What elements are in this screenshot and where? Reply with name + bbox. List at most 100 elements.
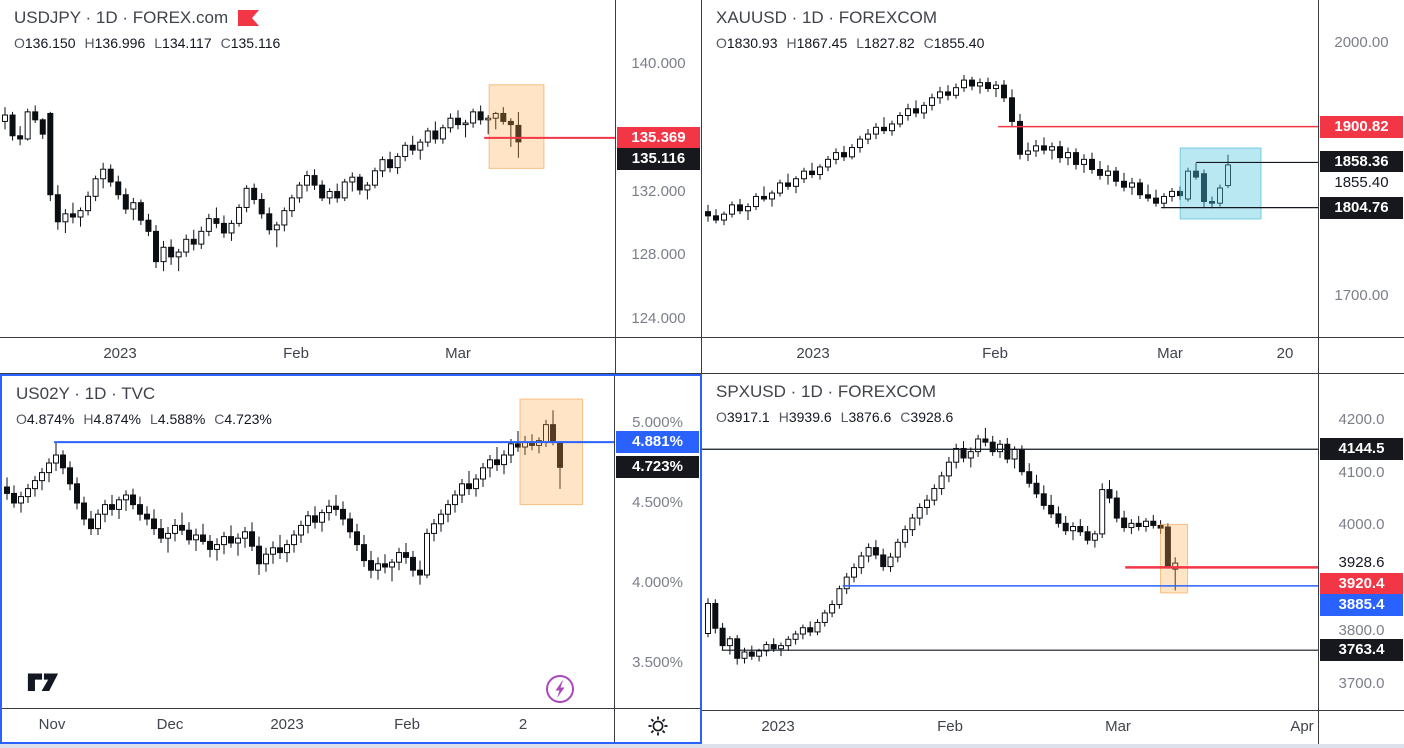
price-label-us02y[interactable]: 4.881%	[616, 431, 699, 454]
ohlc-key: C	[923, 35, 934, 51]
ohlc-value: 135.116	[230, 35, 281, 51]
chart-panel-spxusd[interactable]: 4200.0 4100.0 4000.0 3800.0 3700.0 4144.5 3928…	[702, 374, 1404, 744]
chart-panel-usdjpy[interactable]: 140.000 132.000 128.000 124.000 135.369 135.1…	[0, 0, 702, 374]
time-label: 2023	[761, 718, 795, 735]
price-tick: 3700.0	[1338, 674, 1385, 692]
price-label-xauusd[interactable]: 1900.82	[1320, 115, 1403, 138]
ohlc-key: C	[900, 409, 911, 425]
ohlc-key: H	[84, 35, 95, 51]
lightning-icon[interactable]	[545, 674, 575, 704]
price-tick: 4000.0	[1338, 516, 1385, 534]
candlestick-chart-spxusd[interactable]	[702, 374, 1319, 710]
time-label: Feb	[982, 345, 1008, 362]
ohlc-key: H	[786, 35, 797, 51]
price-label-spxusd[interactable]: 3885.4	[1320, 594, 1403, 617]
time-label: Apr	[1290, 718, 1314, 735]
price-label-usdjpy[interactable]: 135.116	[617, 147, 700, 170]
candlestick-chart-us02y[interactable]	[2, 376, 615, 708]
ohlc-value: 3939.6	[788, 409, 832, 425]
ohlc-value: 4.588%	[157, 411, 206, 427]
price-label-spxusd[interactable]: 3763.4	[1320, 639, 1403, 662]
chart-panel-xauusd[interactable]: 2000.00 1700.00 1900.82 1858.36 1855.40 1804.…	[702, 0, 1404, 374]
ohlc-key: H	[83, 411, 94, 427]
time-label: Nov	[38, 716, 66, 733]
ohlc-value: 3876.6	[848, 409, 892, 425]
ohlc-key: L	[856, 35, 865, 51]
axis-corner	[1318, 338, 1404, 373]
flag-icon[interactable]	[238, 10, 260, 26]
price-tick: 2000.00	[1334, 33, 1389, 51]
price-tick: 132.000	[631, 182, 686, 200]
ohlc-key: O	[16, 411, 27, 427]
ohlc-value: 4.723%	[224, 411, 272, 427]
time-label: Mar	[445, 345, 471, 362]
price-label-spxusd[interactable]: 4144.5	[1320, 438, 1403, 461]
price-tick: 4.500%	[632, 494, 683, 511]
chart-panel-us02y-selected[interactable]: 5.000% 4.500% 4.000% 3.500% 4.881% 4.723% Nov…	[0, 374, 702, 744]
price-tick: 124.000	[631, 309, 686, 327]
ohlc-value: 136.996	[94, 35, 146, 51]
symbol-title[interactable]: XAUUSD · 1D · FOREXCOM	[716, 8, 938, 27]
price-axis-usdjpy[interactable]: 140.000 132.000 128.000 124.000 135.369 135.1…	[615, 0, 701, 337]
ohlc-value: 3928.6	[910, 409, 954, 425]
price-tick: 5.000%	[632, 414, 683, 432]
time-axis-us02y[interactable]: Nov Dec 2023 Feb 2	[2, 708, 700, 742]
price-tick: 140.000	[631, 55, 686, 73]
ohlc-key: L	[149, 411, 158, 427]
price-label-xauusd[interactable]: 1804.76	[1320, 196, 1403, 219]
price-tick: 3.500%	[632, 653, 683, 671]
price-label-spxusd: 3928.6	[1320, 552, 1403, 575]
chart-header: USDJPY · 1D · FOREX.com O136.150 H136.996…	[14, 8, 289, 51]
time-axis-spxusd[interactable]: 2023 Feb Mar Apr	[702, 710, 1404, 744]
price-tick: 128.000	[631, 246, 686, 264]
price-label-xauusd[interactable]: 1858.36	[1320, 151, 1403, 174]
symbol-title[interactable]: US02Y · 1D · TVC	[16, 384, 156, 403]
ohlc-value: 4.874%	[93, 411, 141, 427]
price-tick: 4200.0	[1338, 411, 1385, 429]
price-axis-us02y[interactable]: 5.000% 4.500% 4.000% 3.500% 4.881% 4.723%	[614, 376, 700, 708]
axis-corner	[1318, 711, 1404, 744]
tradingview-logo[interactable]	[26, 668, 60, 696]
time-label: 2023	[103, 345, 137, 362]
ohlc-value: 1855.40	[933, 35, 985, 51]
axis-corner	[615, 338, 701, 373]
symbol-title[interactable]: SPXUSD · 1D · FOREXCOM	[716, 382, 937, 401]
settings-icon[interactable]	[647, 715, 669, 737]
time-label: 2023	[796, 345, 830, 362]
price-label-us02y[interactable]: 4.723%	[616, 456, 699, 479]
time-axis-xauusd[interactable]: 2023 Feb Mar 20	[702, 337, 1404, 373]
time-label: Feb	[283, 345, 309, 362]
candlestick-chart-xauusd[interactable]	[702, 0, 1319, 337]
ohlc-key: O	[14, 35, 25, 51]
symbol-title[interactable]: USDJPY · 1D · FOREX.com	[14, 8, 229, 27]
ohlc-value: 4.874%	[26, 411, 75, 427]
time-axis-usdjpy[interactable]: 2023 Feb Mar	[0, 337, 701, 373]
ohlc-values: O1830.93 H1867.45 L1827.82 C1855.40	[716, 35, 993, 51]
candles-svg	[2, 84, 616, 272]
ohlc-key: O	[716, 35, 727, 51]
ohlc-value: 1830.93	[726, 35, 778, 51]
time-label: Feb	[394, 716, 420, 733]
ohlc-value: 1827.82	[864, 35, 915, 51]
axis-corner	[614, 709, 700, 742]
time-label: Mar	[1157, 345, 1183, 362]
candlestick-chart-usdjpy[interactable]	[0, 0, 616, 337]
chart-header: US02Y · 1D · TVC O4.874% H4.874% L4.588% C4…	[16, 384, 281, 427]
time-label: 2023	[270, 716, 304, 733]
ohlc-values: O3917.1 H3939.6 L3876.6 C3928.6	[716, 409, 962, 425]
price-label-xauusd: 1855.40	[1320, 172, 1403, 195]
price-label-usdjpy[interactable]: 135.369	[617, 126, 700, 149]
time-label: Feb	[937, 718, 963, 735]
price-tick: 1700.00	[1334, 286, 1389, 304]
price-tick: 3800.0	[1338, 621, 1385, 639]
ohlc-value: 1867.45	[796, 35, 848, 51]
price-axis-spxusd[interactable]: 4200.0 4100.0 4000.0 3800.0 3700.0 4144.5 3928…	[1318, 374, 1404, 710]
time-label: Dec	[156, 716, 184, 733]
price-label-spxusd[interactable]: 3920.4	[1320, 573, 1403, 596]
ohlc-key: O	[716, 409, 727, 425]
time-label: Mar	[1105, 718, 1131, 735]
ohlc-value: 3917.1	[726, 409, 770, 425]
price-axis-xauusd[interactable]: 2000.00 1700.00 1900.82 1858.36 1855.40 1804.…	[1318, 0, 1404, 337]
price-tick: 4.000%	[632, 573, 683, 591]
price-tick: 4100.0	[1338, 463, 1385, 481]
